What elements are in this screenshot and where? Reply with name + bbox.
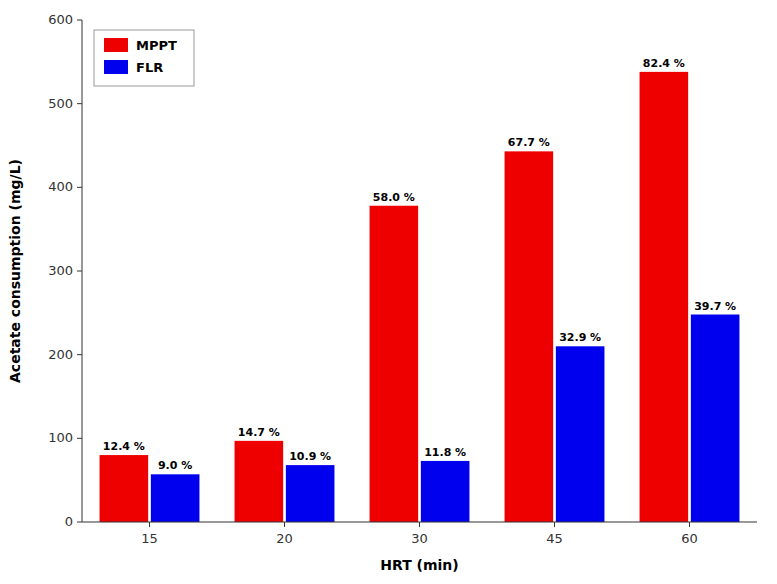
bar <box>556 346 605 522</box>
legend-frame <box>94 30 194 86</box>
x-tick <box>554 522 555 527</box>
bar-annotation: 9.0 % <box>158 459 192 472</box>
bar-annotation: 12.4 % <box>103 440 145 453</box>
legend: MPPT FLR <box>94 30 194 86</box>
x-tick-label: 60 <box>681 531 698 546</box>
bar <box>640 72 689 522</box>
y-tick-label: 500 <box>48 96 73 111</box>
bar <box>286 465 335 522</box>
y-tick <box>77 187 82 188</box>
legend-label: MPPT <box>136 38 177 53</box>
y-tick-label: 600 <box>48 12 73 27</box>
y-tick-label: 200 <box>48 347 73 362</box>
bar-annotation: 67.7 % <box>508 136 550 149</box>
x-tick-label: 15 <box>141 531 158 546</box>
bar-annotation: 32.9 % <box>559 331 601 344</box>
bar <box>151 474 200 522</box>
bar-annotation: 58.0 % <box>373 191 415 204</box>
x-tick-label: 30 <box>411 531 428 546</box>
bar-annotation: 14.7 % <box>238 426 280 439</box>
x-tick <box>149 522 150 527</box>
y-tick-label: 0 <box>65 514 73 529</box>
bar-annotation: 82.4 % <box>643 57 685 70</box>
y-axis-label: Acetate consumption (mg/L) <box>7 159 23 383</box>
x-tick-label: 45 <box>546 531 563 546</box>
bar-annotation: 11.8 % <box>424 446 466 459</box>
bar <box>370 206 419 522</box>
x-tick-label: 20 <box>276 531 293 546</box>
bar-annotation: 10.9 % <box>289 450 331 463</box>
x-tick <box>284 522 285 527</box>
y-tick-label: 300 <box>48 263 73 278</box>
y-tick <box>77 522 82 523</box>
chart: 12.4 % 14.7 % 58.0 % 67.7 % 82.4 % 9.0 % 10.9 … <box>0 0 777 584</box>
y-tick <box>77 103 82 104</box>
bars <box>100 72 740 522</box>
y-tick-label: 400 <box>48 179 73 194</box>
bar <box>100 455 149 522</box>
y-tick <box>77 438 82 439</box>
y-tick <box>77 20 82 21</box>
bar <box>421 461 470 522</box>
y-tick <box>77 354 82 355</box>
legend-label: FLR <box>136 60 163 75</box>
bar <box>505 151 554 522</box>
y-tick-label: 100 <box>48 430 73 445</box>
legend-swatch <box>104 60 128 74</box>
bar <box>691 315 740 522</box>
y-tick <box>77 271 82 272</box>
legend-swatch <box>104 38 128 52</box>
bar <box>235 441 284 522</box>
x-tick <box>419 522 420 527</box>
x-axis-label: HRT (min) <box>380 557 458 573</box>
x-tick <box>689 522 690 527</box>
bar-annotation: 39.7 % <box>694 300 736 313</box>
